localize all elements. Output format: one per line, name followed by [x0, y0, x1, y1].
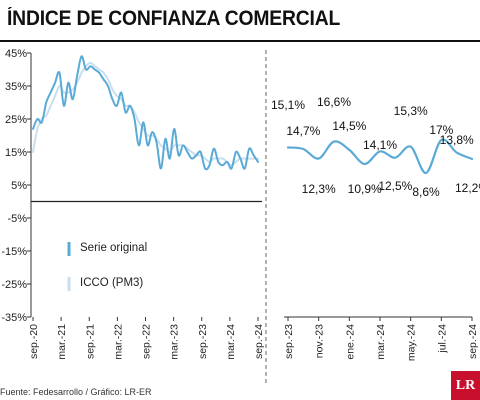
- zoom-data-label: 16,6%: [317, 95, 351, 109]
- chart-title: ÍNDICE DE CONFIANZA COMERCIAL: [7, 7, 341, 30]
- y-tick-label: 5%: [11, 180, 27, 192]
- x-tick-label: sep.-23: [197, 324, 209, 359]
- zoom-data-label: 14,1%: [363, 138, 397, 152]
- zoom-data-label: 12,3%: [302, 182, 336, 196]
- x-tick-label: mar.-24: [225, 324, 237, 360]
- zoom-data-label: 8,6%: [412, 185, 440, 199]
- lr-logo: LR: [451, 371, 480, 400]
- source-note: Fuente: Fedesarrollo / Gráfico: LR-ER: [0, 387, 152, 397]
- zoom-data-label: 15,1%: [271, 98, 305, 112]
- x-tick-label: mar.-22: [112, 324, 124, 360]
- y-tick-label: 15%: [5, 147, 27, 159]
- y-tick-label: -15%: [1, 246, 27, 258]
- x-tick-label: sep.-20: [28, 324, 40, 359]
- series-original-line: [32, 55, 259, 171]
- zoom-data-label: 12,5%: [378, 179, 412, 193]
- zoom-series-line: [286, 138, 474, 175]
- y-tick-label: 35%: [5, 81, 27, 93]
- zoom-x-tick-label: mar.-24: [375, 324, 387, 360]
- zoom-data-label: 14,5%: [332, 119, 366, 133]
- zoom-data-label: 12,2%: [455, 181, 480, 195]
- zoom-x-tick-label: jul.-24: [436, 324, 448, 354]
- x-tick-label: sep.-21: [84, 324, 96, 359]
- legend-label-pm3: ICCO (PM3): [80, 277, 143, 289]
- series-pm3-line: [32, 61, 259, 167]
- y-tick-label: -35%: [1, 312, 27, 324]
- y-tick-label: -5%: [7, 213, 27, 225]
- zoom-x-tick-label: nov.-23: [314, 324, 326, 358]
- y-tick-label: 25%: [5, 114, 27, 126]
- zoom-data-label: 15,3%: [394, 104, 428, 118]
- zoom-x-tick-label: ene.-24: [344, 324, 356, 360]
- zoom-data-label: 10,9%: [348, 182, 382, 196]
- x-tick-label: mar.-21: [56, 324, 68, 360]
- x-tick-label: sep.-24: [253, 324, 265, 359]
- zoom-x-tick-label: sep.-23: [283, 324, 295, 359]
- zoom-data-label: 13,8%: [440, 133, 474, 147]
- zoom-data-label: 17%: [429, 123, 453, 137]
- x-tick-label: mar.-23: [169, 324, 181, 360]
- x-tick-label: sep.-22: [141, 324, 153, 359]
- y-tick-label: 45%: [5, 48, 27, 60]
- title-rule: [0, 40, 480, 42]
- zoom-x-tick-label: may.-24: [406, 324, 418, 361]
- zoom-x-tick-label: sep.-24: [467, 324, 479, 359]
- legend-label-original: Serie original: [80, 242, 147, 254]
- zoom-data-label: 14,7%: [286, 124, 320, 138]
- y-tick-label: -25%: [1, 279, 27, 291]
